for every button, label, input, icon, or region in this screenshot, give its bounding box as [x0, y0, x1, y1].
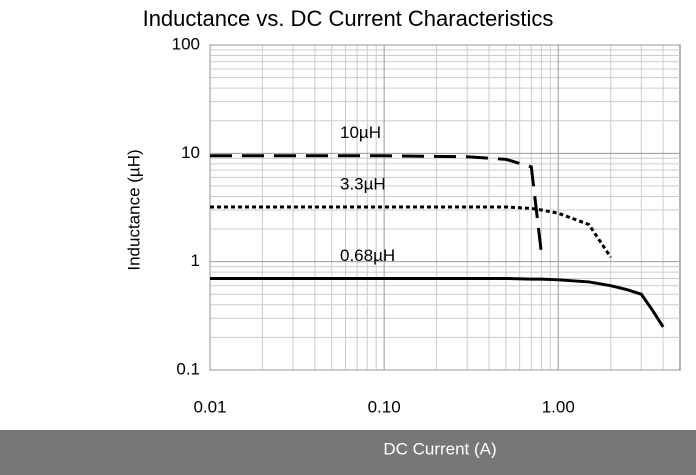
y-axis-label: Inductance (µH) — [124, 149, 143, 270]
y-tick-label: 100 — [172, 34, 200, 53]
footer-band — [0, 430, 696, 475]
series-line — [210, 276, 665, 328]
y-tick-label: 10 — [181, 143, 200, 162]
series-label: 10µH — [340, 123, 381, 142]
series-line — [210, 154, 543, 254]
x-tick-label: 1.00 — [542, 397, 575, 416]
series-label: 0.68µH — [340, 246, 395, 265]
x-axis-label: DC Current (A) — [383, 439, 496, 458]
y-tick-label: 0.1 — [176, 359, 200, 378]
x-tick-label: 0.01 — [193, 397, 226, 416]
chart-title: Inductance vs. DC Current Characteristic… — [143, 6, 554, 31]
series-label: 3.3µH — [340, 174, 386, 193]
x-tick-label: 0.10 — [368, 397, 401, 416]
y-tick-label: 1 — [191, 251, 200, 270]
series-line — [210, 205, 612, 259]
